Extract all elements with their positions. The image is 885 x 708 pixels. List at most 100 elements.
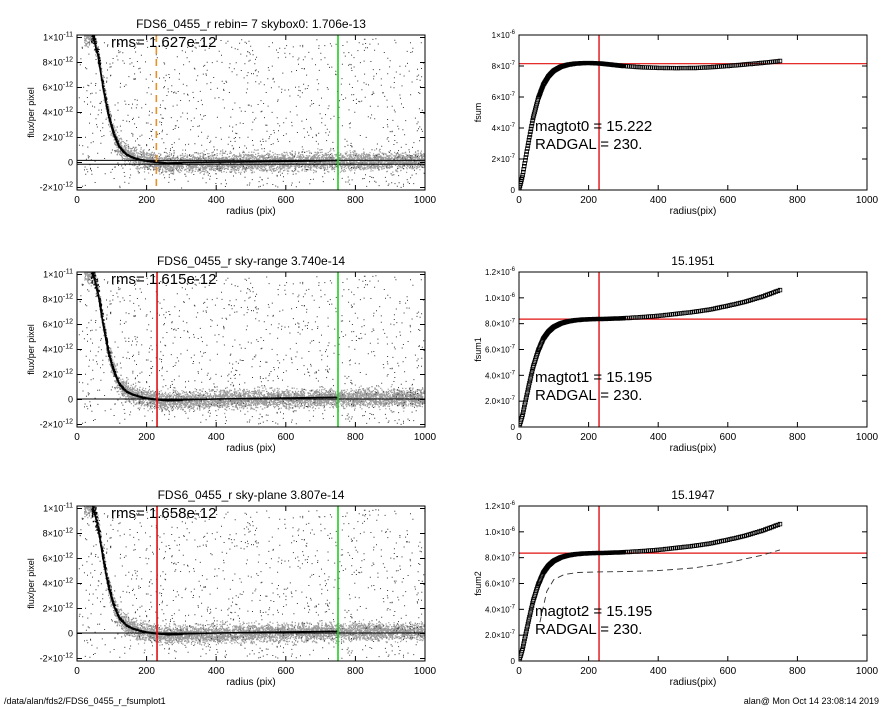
alt-curve bbox=[539, 549, 781, 623]
curve-points bbox=[519, 287, 783, 427]
chart-title: 15.1947 bbox=[671, 488, 715, 502]
scatter-band bbox=[84, 272, 425, 415]
y-axis-label: flux/per pixel bbox=[26, 558, 36, 609]
y-tick-label: 4×10-12 bbox=[43, 107, 74, 118]
y-tick-label: 6.0×10-7 bbox=[485, 579, 516, 589]
scatter-points-grey bbox=[84, 35, 425, 176]
plot-area bbox=[519, 35, 867, 190]
magtot-annotation: magtot1 = 15.195 bbox=[535, 369, 652, 386]
chart-title: FDS6_0455_r sky-plane 3.807e-14 bbox=[158, 488, 345, 502]
x-tick-label: 1000 bbox=[414, 195, 437, 206]
magtot-annotation: magtot0 = 15.222 bbox=[535, 118, 652, 135]
x-axis-label: radius (pix) bbox=[226, 677, 275, 688]
y-tick-label: 8.0×10-7 bbox=[485, 553, 516, 563]
x-tick-label: 1000 bbox=[856, 432, 879, 443]
y-axis-label: fsum bbox=[473, 103, 483, 123]
y-tick-label: 6.0×10-7 bbox=[485, 345, 516, 355]
chart-title: 15.1951 bbox=[671, 254, 715, 268]
scatter-points-grey bbox=[84, 272, 425, 415]
x-tick-label: 0 bbox=[516, 195, 522, 206]
y-tick-label: 2×10-12 bbox=[43, 132, 74, 143]
y-tick-label: 4.0×10-7 bbox=[485, 604, 516, 614]
y-tick-label: 0 bbox=[68, 629, 73, 639]
profile-points bbox=[91, 35, 183, 165]
x-tick-label: 200 bbox=[138, 195, 155, 206]
y-tick-label: -2×10-12 bbox=[40, 419, 74, 430]
x-tick-label: 600 bbox=[277, 195, 294, 206]
x-axis-label: radius (pix) bbox=[226, 443, 275, 454]
x-tick-label: 0 bbox=[74, 666, 80, 677]
x-tick-label: 600 bbox=[719, 195, 736, 206]
plot-frame bbox=[518, 271, 868, 428]
y-tick-label: 0 bbox=[511, 423, 516, 432]
y-tick-label: 2.0×10-7 bbox=[485, 396, 516, 406]
panel-fsum2: 0 200 400 600 800 1000 0 2.0×10-7 4.0×10-7 6.0×10… bbox=[473, 488, 879, 688]
x-tick-label: 400 bbox=[650, 666, 667, 677]
plot-area bbox=[519, 506, 867, 661]
plot-frame bbox=[76, 271, 426, 428]
x-tick-label: 400 bbox=[650, 195, 667, 206]
y-tick-label: 4×10-7 bbox=[492, 123, 516, 133]
y-tick-label: 6×10-12 bbox=[43, 82, 74, 93]
x-axis-label: radius (pix) bbox=[226, 206, 275, 217]
plot-frame bbox=[518, 505, 868, 662]
y-tick-label: 1.0×10-6 bbox=[485, 293, 516, 303]
x-tick-label: 800 bbox=[789, 432, 806, 443]
x-tick-label: 0 bbox=[74, 432, 80, 443]
rms-annotation: rms= 1.627e-12 bbox=[111, 34, 216, 51]
y-tick-label: 8×10-12 bbox=[43, 528, 74, 539]
rms-annotation: rms= 1.615e-12 bbox=[111, 271, 216, 288]
x-tick-label: 200 bbox=[580, 195, 597, 206]
profile-line bbox=[91, 35, 339, 164]
footer-timestamp: alan@ Mon Oct 14 23:08:14 2019 bbox=[743, 696, 879, 706]
plot-frame bbox=[76, 34, 426, 191]
x-tick-label: 1000 bbox=[414, 432, 437, 443]
x-tick-label: 1000 bbox=[856, 195, 879, 206]
curve-points bbox=[519, 521, 783, 661]
y-tick-label: 1×10-11 bbox=[43, 269, 73, 280]
x-tick-label: 600 bbox=[277, 432, 294, 443]
rms-annotation: rms= 1.658e-12 bbox=[111, 505, 216, 522]
chart-title: FDS6_0455_r rebin= 7 skybox0: 1.706e-13 bbox=[136, 17, 366, 31]
x-tick-label: 800 bbox=[347, 666, 364, 677]
y-tick-label: 8×10-7 bbox=[492, 61, 516, 71]
x-tick-label: 0 bbox=[74, 195, 80, 206]
x-tick-label: 600 bbox=[277, 666, 294, 677]
y-tick-label: 1.2×10-6 bbox=[485, 267, 516, 277]
y-tick-label: 8×10-12 bbox=[43, 57, 74, 68]
y-tick-label: 2×10-12 bbox=[43, 603, 74, 614]
magtot-annotation: magtot2 = 15.195 bbox=[535, 603, 652, 620]
panel-fsum0: 0 200 400 600 800 1000 0 2×10-7 4×10-7 6×10-7 8×10… bbox=[473, 30, 879, 217]
y-tick-label: 4.0×10-7 bbox=[485, 370, 516, 380]
x-tick-label: 0 bbox=[516, 432, 522, 443]
y-tick-label: 8.0×10-7 bbox=[485, 319, 516, 329]
x-tick-label: 200 bbox=[138, 432, 155, 443]
plot-area bbox=[77, 35, 425, 190]
x-tick-label: 200 bbox=[580, 666, 597, 677]
y-tick-label: 4×10-12 bbox=[43, 578, 74, 589]
x-tick-label: 200 bbox=[580, 432, 597, 443]
y-tick-label: 6×10-7 bbox=[492, 92, 516, 102]
chart-title: FDS6_0455_r sky-range 3.740e-14 bbox=[157, 254, 345, 268]
profile-points bbox=[91, 506, 183, 636]
footer-path: /data/alan/fds2/FDS6_0455_r_fsumplot1 bbox=[4, 696, 166, 706]
x-tick-label: 800 bbox=[789, 666, 806, 677]
panel-flux-rebin: 0 200 400 600 800 1000-2×10-1202×10-124×10-12… bbox=[26, 17, 437, 217]
x-tick-label: 400 bbox=[650, 432, 667, 443]
y-tick-label: 0 bbox=[511, 186, 516, 195]
curve-of-growth bbox=[519, 58, 783, 190]
y-tick-label: 4×10-12 bbox=[43, 344, 74, 355]
y-tick-label: 0 bbox=[511, 657, 516, 666]
x-tick-label: 400 bbox=[208, 195, 225, 206]
y-tick-label: 6×10-12 bbox=[43, 553, 74, 564]
y-axis-label: flux/per pixel bbox=[26, 87, 36, 138]
y-tick-label: 2.0×10-7 bbox=[485, 630, 516, 640]
y-tick-label: 0 bbox=[68, 395, 73, 405]
x-tick-label: 400 bbox=[208, 432, 225, 443]
plot-frame bbox=[518, 34, 868, 191]
x-axis-label: radius(pix) bbox=[670, 443, 717, 454]
y-tick-label: 1×10-11 bbox=[43, 32, 73, 43]
x-tick-label: 800 bbox=[789, 195, 806, 206]
panel-flux-skyrange: 0 200 400 600 800 1000-2×10-1202×10-124×10-12… bbox=[26, 254, 437, 454]
